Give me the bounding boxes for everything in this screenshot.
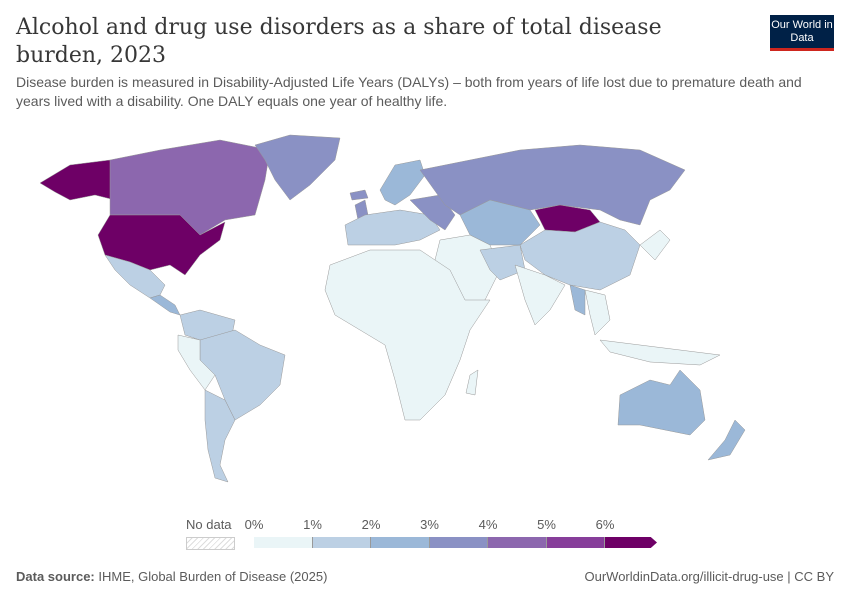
country-iran-afghanistan[interactable] <box>479 244 526 281</box>
country-japan-korea[interactable] <box>639 229 671 261</box>
legend-bin-2[interactable] <box>371 537 430 548</box>
country-western-europe[interactable] <box>344 209 441 246</box>
country-alaska[interactable] <box>39 159 116 201</box>
legend-bin-5[interactable] <box>546 537 605 548</box>
legend-tick-label: 5% <box>537 517 556 532</box>
country-madagascar[interactable] <box>465 369 479 396</box>
legend-bin-0[interactable] <box>254 537 313 548</box>
country-china[interactable] <box>519 221 641 291</box>
country-scandinavia[interactable] <box>379 159 426 206</box>
legend-bin-6[interactable] <box>605 537 657 548</box>
owid-logo[interactable]: Our World in Data <box>770 15 834 51</box>
world-map[interactable] <box>0 128 850 513</box>
country-myanmar[interactable] <box>569 284 586 316</box>
legend-tick-label: 0% <box>244 517 264 532</box>
legend-tick-label: 6% <box>595 517 615 532</box>
country-eastern-europe[interactable] <box>409 194 456 231</box>
data-source: Data source: IHME, Global Burden of Dise… <box>16 569 327 584</box>
country-africa[interactable] <box>324 249 491 421</box>
country-australia[interactable] <box>617 369 706 436</box>
legend-tick-label: 3% <box>420 517 439 532</box>
country-argentina-chile[interactable] <box>204 389 236 483</box>
chart-title: Alcohol and drug use disorders as a shar… <box>16 15 662 68</box>
data-source-label: Data source: <box>16 569 95 584</box>
country-greenland[interactable] <box>254 134 341 201</box>
country-central-america[interactable] <box>149 294 181 316</box>
legend-tick-label: 4% <box>478 517 498 532</box>
legend-tick-label: 1% <box>303 517 322 532</box>
country-india[interactable] <box>514 264 566 326</box>
country-peru-bolivia[interactable] <box>177 334 216 391</box>
country-iceland[interactable] <box>349 189 369 201</box>
chart-subtitle: Disease burden is measured in Disability… <box>16 74 802 109</box>
legend-no-data-swatch <box>186 537 235 550</box>
legend-no-data-label: No data <box>186 517 232 532</box>
legend-bin-1[interactable] <box>312 537 371 548</box>
legend-tick-label: 2% <box>361 517 381 532</box>
country-new-zealand[interactable] <box>707 419 746 461</box>
data-source-text: IHME, Global Burden of Disease (2025) <box>98 569 328 584</box>
country-southeast-asia[interactable] <box>584 289 611 336</box>
footer-link[interactable]: OurWorldinData.org/illicit-drug-use | CC… <box>584 569 835 584</box>
legend-bin-4[interactable] <box>488 537 547 548</box>
country-indonesia[interactable] <box>599 339 721 366</box>
legend-bin-3[interactable] <box>429 537 488 548</box>
